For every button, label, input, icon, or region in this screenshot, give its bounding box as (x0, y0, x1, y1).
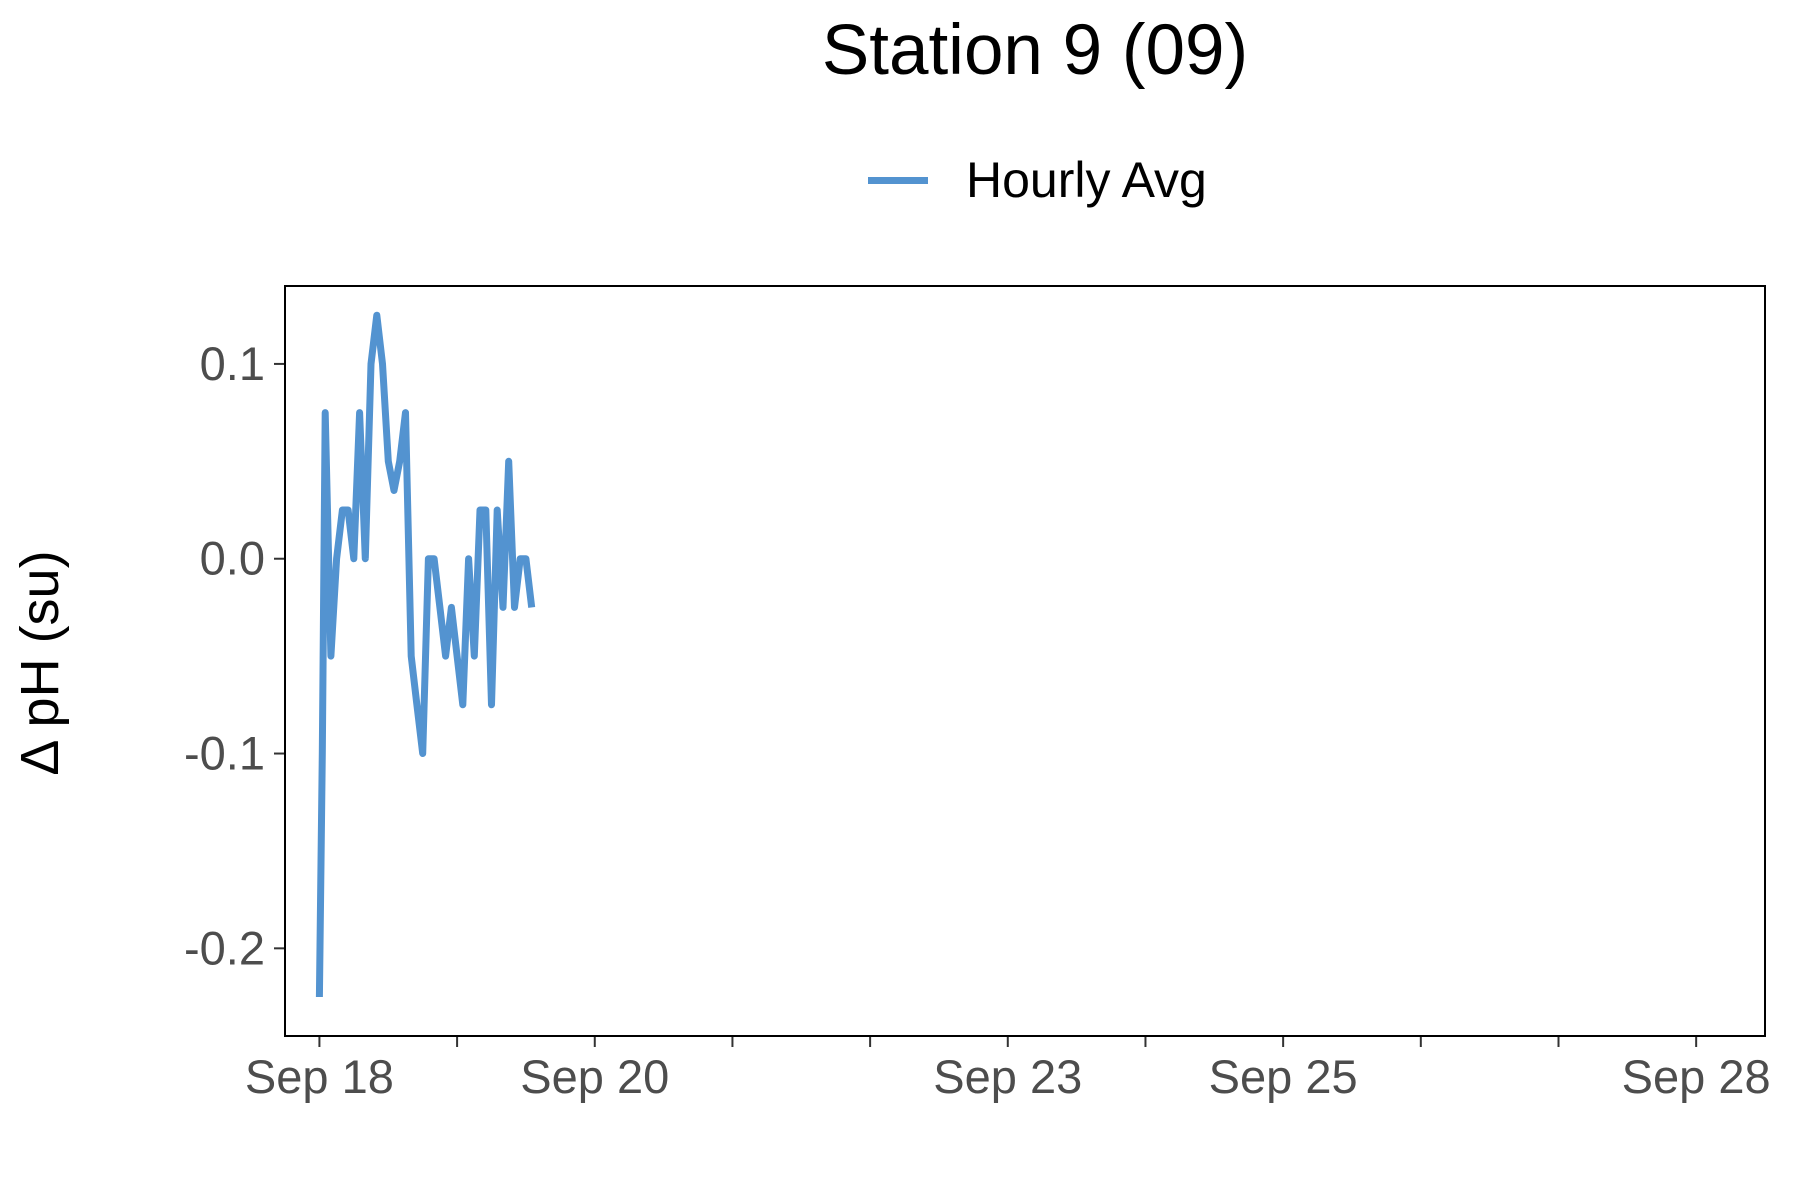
legend-label-hourly-avg: Hourly Avg (966, 152, 1207, 208)
x-tick-label: Sep 23 (933, 1050, 1082, 1103)
x-tick-label: Sep 20 (520, 1050, 669, 1103)
x-tick-label: Sep 28 (1622, 1050, 1771, 1103)
plot-frame (284, 285, 1766, 1037)
y-tick-label: -0.1 (184, 727, 265, 780)
x-tick-label: Sep 18 (245, 1050, 394, 1103)
legend: Hourly Avg (868, 150, 1207, 210)
ticks-layer: Sep 18 Sep 20 Sep 23 Sep 25 Sep 28 0.1 0.0 -0.1… (184, 337, 1771, 1103)
x-tick-label: Sep 25 (1209, 1050, 1358, 1103)
legend-swatch-hourly-avg (868, 176, 928, 184)
y-tick-label: 0.1 (200, 337, 265, 390)
series-line-hourly-avg (315, 311, 536, 998)
chart-title: Station 9 (09) (821, 11, 1249, 90)
series-layer (315, 311, 536, 998)
y-tick-label: 0.0 (200, 532, 265, 585)
y-tick-label: -0.2 (184, 921, 265, 974)
